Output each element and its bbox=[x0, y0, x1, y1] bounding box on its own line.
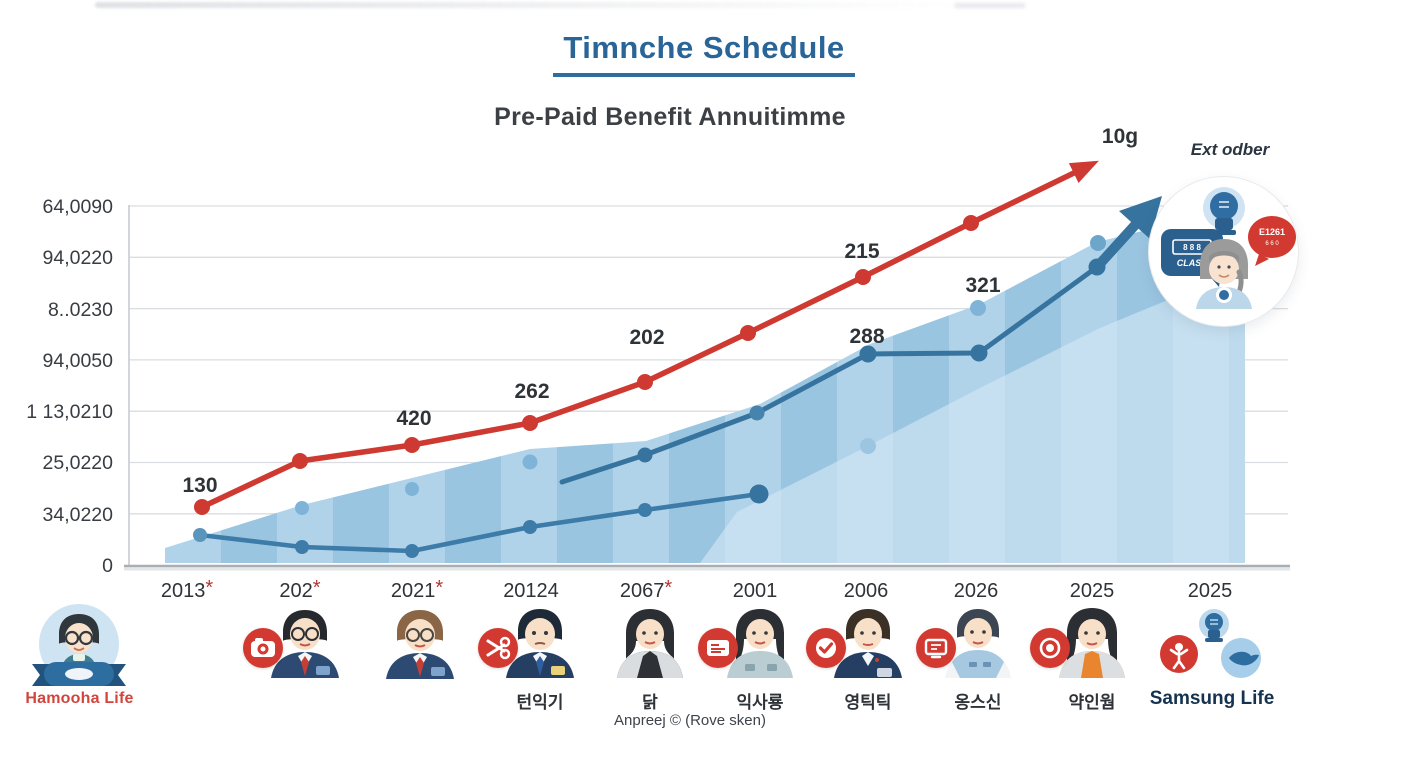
avatar-label: 영틱틱 bbox=[844, 693, 892, 712]
brand-right-label: Samsung Life bbox=[1149, 688, 1275, 709]
svg-text:6 6 0: 6 6 0 bbox=[1265, 241, 1279, 247]
top-edge-artifact-2 bbox=[955, 3, 1025, 8]
point-label: 262 bbox=[514, 380, 549, 403]
avatar-label: 턴익기 bbox=[516, 693, 564, 712]
legend-label: Ext odber bbox=[1190, 140, 1270, 159]
speech-bubble-red-icon: E1261 6 6 0 bbox=[1248, 216, 1296, 266]
y-axis-labels: 64,0090 94,0220 8..0230 94,0050 1 13,021… bbox=[26, 196, 113, 577]
arrow-label: 10g bbox=[1102, 125, 1138, 148]
point-label: 202 bbox=[629, 326, 664, 349]
lightbulb-icon bbox=[1203, 187, 1245, 235]
x-tick-label: 2025 bbox=[1188, 580, 1233, 602]
avatar-label: 옹스신 bbox=[954, 693, 1002, 712]
y-tick-label: 94,0050 bbox=[43, 350, 114, 372]
check-badge-icon bbox=[806, 628, 846, 668]
x-tick-label: 2006 bbox=[844, 580, 889, 602]
bird-circle-icon bbox=[1221, 638, 1261, 678]
x-tick-label: 202* bbox=[279, 577, 320, 602]
id-card-badge-icon bbox=[698, 628, 738, 668]
brand-left-logo: Hamooha Life bbox=[22, 602, 137, 722]
svg-text:E1261: E1261 bbox=[1259, 227, 1285, 237]
page-title: Timnche Schedule bbox=[0, 30, 1408, 77]
avatar-label: 닭 bbox=[642, 693, 658, 712]
y-tick-label: 64,0090 bbox=[43, 196, 114, 218]
y-tick-label: 1 13,0210 bbox=[26, 401, 113, 423]
blue-arrow-icon bbox=[1119, 196, 1162, 239]
point-label: 420 bbox=[396, 407, 431, 430]
x-tick-label: 2021* bbox=[391, 577, 444, 602]
footer-caption: Anpreej © (Rove sken) bbox=[614, 712, 766, 729]
man-glasses-avatar bbox=[59, 614, 99, 664]
page-title-text: Timnche Schedule bbox=[553, 30, 855, 77]
point-labels: 130 420 262 202 215 288 321 10g bbox=[182, 125, 1138, 497]
y-tick-label: 8..0230 bbox=[48, 299, 113, 321]
promo-circle-badge: 8 8 8 CLASS E1261 6 6 0 bbox=[1149, 177, 1298, 326]
avatar-woman-gray-coat: 닭 bbox=[605, 606, 695, 712]
point-label: 288 bbox=[849, 325, 884, 348]
y-tick-label: 25,0220 bbox=[43, 452, 114, 474]
avatar-woman-scrubs: 익사룡 bbox=[698, 606, 805, 712]
avatar-man-vest: 옹스신 bbox=[916, 606, 1023, 712]
red-line-series bbox=[194, 160, 1099, 515]
blue-line-upper-series bbox=[559, 196, 1162, 485]
x-tick-label: 2001 bbox=[733, 580, 778, 602]
scissors-badge-icon bbox=[478, 628, 518, 668]
avatar-label: 약인웜 bbox=[1068, 693, 1116, 712]
ghost-dots bbox=[295, 235, 1106, 515]
ribbon-banner bbox=[32, 662, 126, 686]
point-label: 130 bbox=[182, 474, 217, 497]
svg-text:8 8 8: 8 8 8 bbox=[1183, 243, 1201, 252]
bulb-icon bbox=[1199, 609, 1229, 642]
y-tick-label: 94,0220 bbox=[43, 247, 114, 269]
y-tick-label: 0 bbox=[102, 555, 113, 577]
avatar-man-brown-hair bbox=[375, 606, 465, 712]
point-label: 215 bbox=[844, 240, 879, 263]
avatar-man-suit-check: 영틱틱 bbox=[806, 606, 913, 712]
top-edge-artifact bbox=[95, 2, 965, 8]
x-tick-label: 2026 bbox=[954, 580, 999, 602]
avatar-woman-orange-top: 약인웜 bbox=[1030, 606, 1137, 712]
monitor-badge-icon bbox=[916, 628, 956, 668]
svg-text:CLASS: CLASS bbox=[1177, 258, 1208, 268]
camera-badge-icon bbox=[243, 628, 283, 668]
grandma-avatar bbox=[1196, 239, 1252, 309]
point-label: 321 bbox=[965, 274, 1000, 297]
lens-badge-icon bbox=[1030, 628, 1070, 668]
y-tick-label: 34,0220 bbox=[43, 504, 114, 526]
x-tick-label: 2067* bbox=[620, 577, 673, 602]
area-series bbox=[165, 206, 1245, 563]
red-arrow-icon bbox=[1068, 160, 1099, 183]
chart-title: Pre-Paid Benefit Annuitimme bbox=[494, 103, 846, 131]
avatar-man-camera bbox=[243, 606, 350, 712]
x-axis-labels: 2013* 202* 2021* 20124 2067* 2001 2006 2… bbox=[161, 577, 1232, 602]
x-tick-label: 2025 bbox=[1070, 580, 1115, 602]
avatar-label: 익사룡 bbox=[736, 693, 784, 712]
brand-left-label: Hamooha Life bbox=[25, 690, 134, 707]
blue-line-lower-series bbox=[193, 484, 769, 558]
x-tick-label: 20124 bbox=[503, 580, 559, 602]
brand-right-logo: Samsung Life bbox=[1150, 606, 1274, 712]
person-red-badge-icon bbox=[1160, 635, 1198, 673]
area-light-facet bbox=[700, 268, 1245, 563]
x-tick-label: 2013* bbox=[161, 577, 214, 602]
avatar-man-blue-tie: 턴익기 bbox=[478, 606, 585, 712]
